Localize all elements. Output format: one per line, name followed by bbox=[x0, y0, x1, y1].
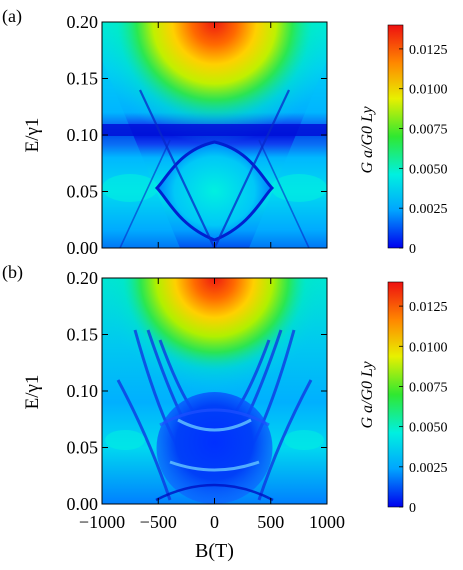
y-tick-label: 0.20 bbox=[67, 268, 99, 288]
x-tick-label: −1000 bbox=[79, 512, 125, 532]
x-tick-label: 500 bbox=[257, 512, 284, 532]
lens-curve bbox=[154, 140, 275, 242]
colorbar-a bbox=[387, 24, 404, 249]
x-tick-label: 0 bbox=[210, 512, 219, 532]
colorbar-tick-label: 0.0050 bbox=[409, 421, 448, 436]
colorbar-tick-label: 0.0125 bbox=[409, 300, 448, 315]
colorbar-tick-label: 0.0025 bbox=[409, 202, 448, 217]
colorbar-tick-label: 0.0075 bbox=[409, 380, 448, 395]
colorbar-tick-label: 0 bbox=[409, 501, 416, 516]
ylabel-a: E/γ1 bbox=[22, 118, 43, 153]
ylabel-b: E/γ1 bbox=[22, 375, 43, 410]
colorbar-tick-label: 0.0125 bbox=[409, 43, 448, 58]
colorbar-tick-label: 0.0100 bbox=[409, 340, 448, 355]
x-tick-label: 1000 bbox=[309, 512, 345, 532]
colorbar-tick-label: 0.0025 bbox=[409, 461, 448, 476]
colorbar-ticks-b: 0 0.0025 0.0050 0.0075 0.0100 0.0125 bbox=[399, 300, 448, 516]
y-tick-label: 0.15 bbox=[67, 325, 99, 345]
colorbar-label-a: G a/G0 Ly bbox=[359, 106, 376, 174]
axis-ticks-b: 0.00 0.05 0.10 0.15 0.20 −1000 −500 0 500 1000 bbox=[67, 268, 346, 532]
colorbar-tick-label: 0.0100 bbox=[409, 83, 448, 98]
panel-label-a: (a) bbox=[2, 6, 22, 27]
y-tick-label: 0.10 bbox=[67, 381, 99, 401]
heatmap-a bbox=[102, 22, 327, 248]
colorbar-ticks-a: 0 0.0025 0.0050 0.0075 0.0100 0.0125 bbox=[399, 43, 448, 257]
y-tick-label: 0.20 bbox=[67, 12, 99, 32]
axis-ticks-a: 0.00 0.05 0.10 0.15 0.20 bbox=[67, 12, 328, 258]
y-tick-label: 0.00 bbox=[67, 238, 99, 258]
y-tick-label: 0.05 bbox=[67, 438, 99, 458]
heatmap-b bbox=[102, 278, 327, 504]
panel-label-b: (b) bbox=[2, 262, 23, 283]
colorbar-tick-label: 0.0075 bbox=[409, 123, 448, 138]
colorbar-b bbox=[387, 281, 404, 508]
y-tick-label: 0.15 bbox=[67, 69, 99, 89]
y-tick-label: 0.00 bbox=[67, 494, 99, 514]
colorbar-tick-label: 0.0050 bbox=[409, 162, 448, 177]
y-tick-label: 0.10 bbox=[67, 125, 99, 145]
xlabel-b: B(T) bbox=[195, 540, 234, 562]
y-tick-label: 0.05 bbox=[67, 182, 99, 202]
colorbar-tick-label: 0 bbox=[409, 242, 416, 257]
colorbar-label-b: G a/G0 Ly bbox=[359, 361, 376, 429]
x-tick-label: −500 bbox=[140, 512, 177, 532]
